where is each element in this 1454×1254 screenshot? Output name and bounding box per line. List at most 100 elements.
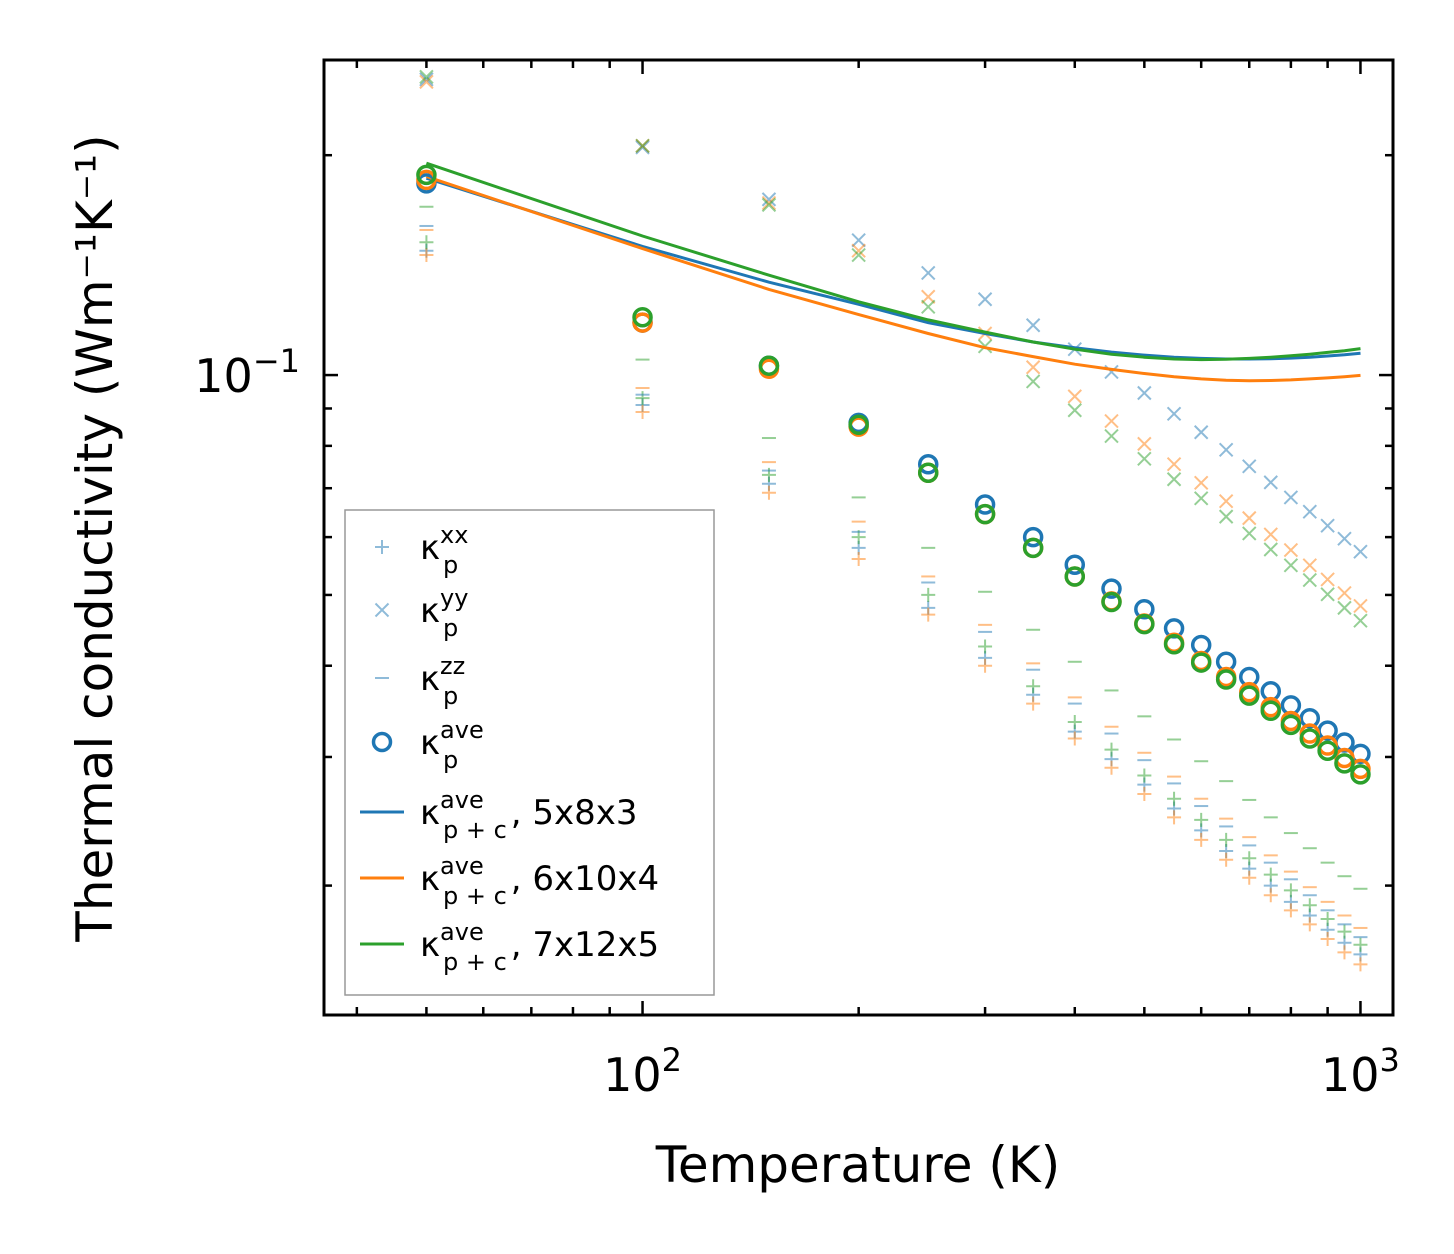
- data-point-kxx-7x12x5: [635, 391, 650, 406]
- data-point-kave-7x12x5: [758, 355, 780, 376]
- data-point-kyy-5x8x3: [1242, 459, 1257, 474]
- data-point-kxx-7x12x5: [1263, 867, 1278, 882]
- legend-label: κave p + c, 5x8x3: [420, 786, 638, 844]
- data-point-kave-7x12x5: [416, 164, 437, 186]
- data-point-kxx-7x12x5: [1167, 791, 1182, 806]
- data-point-kave-5x8x3: [1101, 578, 1122, 599]
- data-point-kyy-7x12x5: [1137, 451, 1152, 467]
- data-point-kxx-6x10x4: [1104, 760, 1119, 775]
- data-point-kyy-5x8x3: [419, 72, 434, 87]
- legend-circle-swatch: [371, 731, 393, 753]
- data-point-kxx-7x12x5: [1337, 924, 1352, 939]
- data-point-kyy-5x8x3: [851, 232, 866, 248]
- data-point-kxx-7x12x5: [1137, 768, 1152, 783]
- data-point-kyy-7x12x5: [1104, 428, 1119, 444]
- data-point-kave-7x12x5: [1134, 613, 1155, 635]
- legend-entry: κave p: [371, 716, 484, 774]
- data-point-kxx-6x10x4: [1302, 917, 1317, 932]
- data-point-kxx-7x12x5: [1194, 812, 1209, 827]
- data-point-kxx-6x10x4: [1353, 957, 1368, 972]
- data-point-kyy-7x12x5: [1263, 542, 1278, 557]
- legend-entry: κxx p: [375, 521, 468, 579]
- data-point-kyy-7x12x5: [921, 299, 936, 315]
- data-point-kyy-6x10x4: [851, 243, 866, 258]
- data-point-kyy-7x12x5: [1025, 374, 1041, 389]
- data-point-kyy-7x12x5: [1166, 472, 1182, 487]
- data-point-kyy-7x12x5: [1242, 526, 1257, 541]
- data-point-kyy-6x10x4: [1242, 510, 1257, 526]
- data-point-kave-7x12x5: [1215, 669, 1237, 690]
- legend-plus-swatch: [375, 540, 389, 554]
- data-point-kxx-6x10x4: [1137, 786, 1152, 801]
- data-point-kyy-5x8x3: [1166, 406, 1182, 422]
- data-point-kave-7x12x5: [1239, 685, 1260, 706]
- data-point-kyy-7x12x5: [635, 138, 650, 154]
- legend-label: κyy p: [420, 584, 468, 642]
- legend-entry: κyy p: [374, 584, 468, 642]
- legend-label: κave p: [420, 716, 484, 774]
- data-point-kxx-6x10x4: [921, 607, 936, 622]
- data-point-kyy-5x8x3: [1263, 475, 1278, 490]
- data-point-kave-7x12x5: [848, 414, 869, 436]
- data-point-kyy-7x12x5: [1067, 403, 1082, 418]
- data-point-kyy-7x12x5: [1337, 600, 1352, 616]
- data-point-kxx-6x10x4: [1263, 888, 1278, 903]
- data-point-kave-7x12x5: [1064, 566, 1086, 587]
- data-point-kxx-6x10x4: [1283, 903, 1298, 918]
- data-point-kxx-7x12x5: [1302, 898, 1317, 913]
- data-point-kyy-7x12x5: [1320, 587, 1335, 602]
- series-line-kave-p-c-6x10x4: [425, 175, 1361, 383]
- data-point-kyy-7x12x5: [1218, 509, 1234, 524]
- data-point-kxx-7x12x5: [921, 587, 936, 602]
- data-point-kyy-6x10x4: [1283, 542, 1299, 558]
- data-point-kave-5x8x3: [1064, 554, 1086, 575]
- data-point-kxx-6x10x4: [851, 551, 866, 566]
- data-point-kyy-7x12x5: [1302, 572, 1317, 588]
- data-point-kave-7x12x5: [1334, 753, 1355, 774]
- data-point-kave-5x8x3: [1022, 526, 1044, 548]
- legend-entry: κzz p: [375, 652, 465, 710]
- legend-entry: κave p + c, 6x10x4: [360, 852, 659, 910]
- data-point-kyy-7x12x5: [1283, 558, 1299, 573]
- data-point-kave-7x12x5: [1280, 714, 1302, 736]
- data-point-kxx-6x10x4: [1167, 810, 1182, 825]
- data-point-kxx-6x10x4: [1320, 932, 1335, 947]
- data-point-kxx-7x12x5: [1353, 937, 1368, 952]
- data-point-kyy-6x10x4: [1166, 457, 1182, 472]
- y-axis-title: Thermal conductivity (Wm⁻¹K⁻¹): [66, 134, 124, 942]
- data-point-kave-7x12x5: [1299, 728, 1321, 749]
- data-point-kyy-6x10x4: [1218, 493, 1234, 509]
- data-point-kxx-6x10x4: [1194, 832, 1209, 847]
- legend-box: [344, 509, 715, 996]
- data-point-kyy-6x10x4: [1337, 585, 1352, 601]
- legend-cross-swatch: [374, 602, 390, 618]
- data-point-kyy-6x10x4: [419, 74, 434, 90]
- x-axis-title: Temperature (K): [655, 1136, 1060, 1194]
- legend-label: κave p + c, 6x10x4: [420, 852, 659, 910]
- series-line-kave-p-c-5x8x3: [425, 176, 1361, 361]
- data-point-kyy-7x12x5: [851, 247, 866, 263]
- data-point-kxx-7x12x5: [1283, 883, 1298, 898]
- legend-label: κzz p: [420, 652, 465, 710]
- data-point-kxx-6x10x4: [635, 405, 650, 420]
- y-tick-label: 10−1: [194, 342, 300, 403]
- data-point-kave-7x12x5: [917, 462, 939, 483]
- data-point-kyy-5x8x3: [1302, 504, 1317, 519]
- data-point-kyy-5x8x3: [635, 140, 650, 155]
- data-point-kave-7x12x5: [1317, 740, 1338, 761]
- data-point-kxx-7x12x5: [1320, 912, 1335, 927]
- data-point-kyy-6x10x4: [1263, 527, 1278, 542]
- data-point-kyy-6x10x4: [1067, 389, 1082, 404]
- data-point-kyy-6x10x4: [1025, 360, 1041, 375]
- data-point-kyy-5x8x3: [1137, 385, 1152, 401]
- data-point-kave-7x12x5: [1260, 700, 1282, 722]
- data-point-kyy-5x8x3: [761, 192, 777, 207]
- data-point-kyy-5x8x3: [921, 265, 936, 281]
- data-point-kave-7x12x5: [1022, 537, 1044, 559]
- data-point-kxx-7x12x5: [1104, 742, 1119, 757]
- data-point-kxx-6x10x4: [1219, 852, 1234, 867]
- data-point-kxx-6x10x4: [1026, 696, 1041, 711]
- data-point-kave-7x12x5: [1101, 591, 1122, 613]
